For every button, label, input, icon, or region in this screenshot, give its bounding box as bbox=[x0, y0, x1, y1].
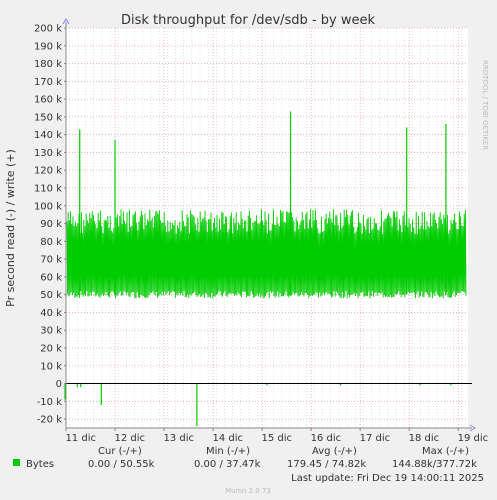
y-tick-label: 50 k bbox=[40, 290, 62, 301]
y-tick-label: 40 k bbox=[40, 308, 62, 319]
y-tick-label: 180 k bbox=[34, 59, 62, 70]
x-tick-label: 19 dic bbox=[458, 433, 489, 444]
y-tick-label: 80 k bbox=[40, 237, 62, 248]
y-axis-arrow bbox=[62, 18, 70, 25]
y-tick-label: 20 k bbox=[40, 344, 62, 355]
x-tick-label: 18 dic bbox=[409, 433, 440, 444]
y-tick-label: 170 k bbox=[34, 77, 62, 88]
y-tick-label: 140 k bbox=[34, 130, 62, 141]
y-tick-label: 160 k bbox=[34, 95, 62, 106]
munin-footer: Munin 2.0.73 bbox=[225, 487, 271, 495]
x-tick-labels: 11 dic 12 dic 13 dic 14 dic 15 dic 16 dic 17 d… bbox=[65, 428, 488, 444]
x-axis-arrow bbox=[469, 424, 476, 432]
y-tick-label: 110 k bbox=[34, 184, 62, 195]
legend-cur-bytes: 0.00 / 50.55k bbox=[88, 459, 155, 470]
chart-title: Disk throughput for /dev/sdb - by week bbox=[121, 13, 376, 28]
legend: Cur (-/+) Min (-/+) Avg (-/+) Max (-/+) … bbox=[13, 446, 484, 484]
y-tick-label: 70 k bbox=[40, 255, 62, 266]
x-tick-label: 15 dic bbox=[262, 433, 293, 444]
y-tick-label: 150 k bbox=[34, 112, 62, 123]
legend-swatch-bytes bbox=[13, 459, 20, 466]
x-tick-label: 17 dic bbox=[360, 433, 391, 444]
x-tick-label: 16 dic bbox=[311, 433, 342, 444]
series-bytes bbox=[64, 111, 467, 427]
legend-avg-bytes: 179.45 / 74.82k bbox=[287, 459, 366, 470]
axes bbox=[62, 18, 476, 432]
x-tick-label: 13 dic bbox=[163, 433, 194, 444]
y-tick-label: 10 k bbox=[40, 361, 62, 372]
x-tick-label: 11 dic bbox=[65, 433, 96, 444]
y-tick-label: 190 k bbox=[34, 41, 62, 52]
y-tick-label: 120 k bbox=[34, 166, 62, 177]
y-axis-label: Pr second read (-) / write (+) bbox=[4, 149, 17, 307]
legend-min-bytes: 0.00 / 37.47k bbox=[194, 459, 261, 470]
y-tick-label: 60 k bbox=[40, 272, 62, 283]
y-tick-label: -20 k bbox=[37, 415, 63, 426]
y-tick-label: -10 k bbox=[37, 397, 63, 408]
series-bytes-write-line bbox=[66, 209, 467, 299]
x-tick-label: 14 dic bbox=[213, 433, 244, 444]
last-update: Last update: Fri Dec 19 14:00:11 2025 bbox=[291, 473, 484, 484]
legend-header-min: Min (-/+) bbox=[206, 446, 250, 457]
legend-header-avg: Avg (-/+) bbox=[312, 446, 357, 457]
legend-header-cur: Cur (-/+) bbox=[98, 446, 142, 457]
legend-name-bytes: Bytes bbox=[26, 459, 54, 470]
y-tick-label: 200 k bbox=[34, 24, 62, 35]
y-tick-label: 30 k bbox=[40, 326, 62, 337]
x-tick-label: 12 dic bbox=[114, 433, 145, 444]
y-tick-label: 130 k bbox=[34, 148, 62, 159]
rrdtool-side-label: RRDTOOL / TOBI OETIKER bbox=[481, 60, 489, 150]
legend-max-bytes: 144.88k/377.72k bbox=[392, 459, 477, 470]
y-tick-labels: -20 k -10 k 0 10 k 20 k 30 k 40 k 50 k 60 k 70 k 8… bbox=[34, 24, 66, 426]
y-tick-label: 100 k bbox=[34, 201, 62, 212]
y-tick-label: 0 bbox=[56, 379, 62, 390]
legend-header-max: Max (-/+) bbox=[422, 446, 469, 457]
y-tick-label: 90 k bbox=[40, 219, 62, 230]
